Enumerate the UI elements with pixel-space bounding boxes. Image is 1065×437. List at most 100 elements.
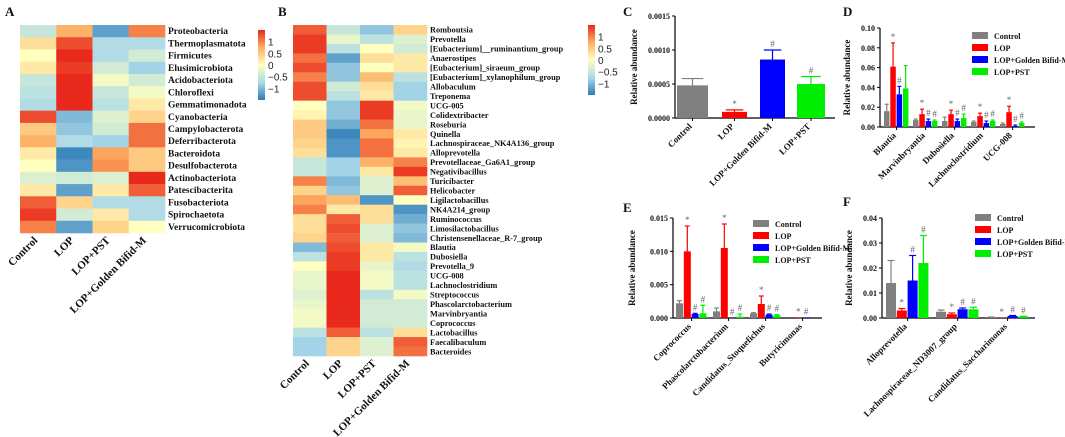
heatmap-cell xyxy=(393,147,428,158)
significance-marker: # xyxy=(910,245,915,255)
heatmap-cell xyxy=(56,49,93,63)
bar xyxy=(797,84,825,118)
heatmap-cell xyxy=(92,73,130,87)
heatmap-cell xyxy=(128,147,166,160)
heatmap-cell xyxy=(293,176,327,187)
bar xyxy=(942,121,948,127)
bar xyxy=(677,85,708,118)
legend-label: LOP+PST xyxy=(775,256,811,265)
heatmap-cell xyxy=(393,251,428,262)
heatmap-cell xyxy=(56,25,93,38)
heatmap-cell xyxy=(360,62,394,73)
heatmap-cell xyxy=(326,72,361,83)
significance-marker: # xyxy=(770,39,775,49)
heatmap-cell xyxy=(293,138,327,149)
significance-marker: * xyxy=(891,32,896,42)
heatmap-cell xyxy=(326,280,361,291)
heatmap-cell xyxy=(128,110,166,124)
heatmap-cell xyxy=(92,208,130,222)
heatmap-cell xyxy=(360,147,394,158)
panel-label-F: F xyxy=(843,194,851,209)
heatmap-cell xyxy=(326,270,361,281)
heatmap-cell xyxy=(393,308,428,319)
bar xyxy=(691,314,699,318)
heatmap-cell xyxy=(128,196,166,209)
heatmap-cell xyxy=(393,100,428,111)
heatmap-row-label: Lachnoclostridium xyxy=(430,281,497,290)
significance-marker: * xyxy=(949,99,954,109)
heatmap-row-label: Limosilactobacillus xyxy=(430,224,499,233)
heatmap-cell xyxy=(128,25,166,38)
heatmap-cell xyxy=(128,49,166,63)
heatmap-cell xyxy=(92,110,130,124)
legend-label: LOP+Golden Bifid-M xyxy=(994,56,1065,65)
legend-swatch xyxy=(975,226,991,233)
heatmap-cell xyxy=(293,337,327,347)
heatmap-cell xyxy=(92,196,130,209)
heatmap-cell xyxy=(56,171,93,185)
significance-marker: * xyxy=(900,298,905,308)
heatmap-B: RomboutsiaPrevotella[Eubacterium]__rumin… xyxy=(278,25,618,437)
heatmap-row-label: Actinobacteriota xyxy=(168,174,236,184)
heatmap-cell xyxy=(393,195,428,205)
y-tick-label: 0.01 xyxy=(863,289,877,298)
heatmap-cell xyxy=(56,184,93,197)
significance-marker: * xyxy=(920,98,925,108)
heatmap-row-label: Turicibacter xyxy=(430,177,474,186)
heatmap-cell xyxy=(360,223,394,234)
heatmap-cell xyxy=(326,299,361,310)
heatmap-cell xyxy=(393,204,428,215)
bar-chart-C: 0.0000 0.0005 0.0010 0.0015 Relative abundan… xyxy=(629,12,835,188)
heatmap-cell xyxy=(293,166,327,177)
heatmap-row-label: Spirochaetota xyxy=(168,211,225,221)
bar xyxy=(1018,316,1029,318)
heatmap-cell xyxy=(326,129,361,139)
x-tick-label: Control xyxy=(666,121,695,150)
heatmap-cell xyxy=(293,62,327,73)
heatmap-cell xyxy=(360,318,394,328)
heatmap-cell xyxy=(326,195,361,205)
bar xyxy=(760,59,785,118)
heatmap-cell xyxy=(326,110,361,120)
heatmap-cell xyxy=(393,129,428,139)
heatmap-cell xyxy=(393,270,428,281)
y-tick-label: 0.10 xyxy=(861,24,875,33)
heatmap-column-label: LOP xyxy=(321,357,346,382)
bar xyxy=(946,314,957,318)
heatmap-cell xyxy=(360,43,394,54)
heatmap-cell xyxy=(360,72,394,83)
heatmap-row-label: Helicobacter xyxy=(430,187,475,196)
x-tick-label: LOP+PST xyxy=(777,121,812,156)
heatmap-cell xyxy=(393,166,428,177)
significance-marker: # xyxy=(701,294,706,304)
heatmap-cell xyxy=(92,147,130,160)
bar xyxy=(986,317,996,318)
heatmap-cell xyxy=(393,185,428,196)
heatmap-cell xyxy=(20,37,57,50)
y-tick-label: 0.0010 xyxy=(648,46,670,55)
heatmap-cell xyxy=(360,233,394,243)
heatmap-cell xyxy=(326,261,361,272)
heatmap-cell xyxy=(393,81,428,92)
heatmap-cell xyxy=(20,184,57,197)
bar-chart-D: 0.00 0.02 0.04 0.06 0.08 0.10 Relative abundan… xyxy=(842,24,1065,189)
significance-marker: # xyxy=(738,303,743,313)
bar xyxy=(773,315,781,318)
heatmap-row-label: Prevotella_9 xyxy=(430,262,474,271)
heatmap-row-label: Acidobacteriota xyxy=(168,76,233,86)
significance-marker: # xyxy=(897,75,902,85)
heatmap-cell xyxy=(92,49,130,63)
heatmap-cell xyxy=(360,129,394,139)
heatmap-cell xyxy=(326,138,361,149)
legend-label: LOP xyxy=(994,44,1011,53)
bar-chart-F: 0.00 0.01 0.02 0.03 0.04 Relative abundance * #… xyxy=(844,214,1065,419)
bar xyxy=(936,311,946,318)
panel-label-E: E xyxy=(623,200,632,215)
heatmap-cell xyxy=(326,166,361,177)
heatmap-cell xyxy=(326,318,361,328)
significance-marker: # xyxy=(932,109,937,119)
legend-swatch xyxy=(975,214,991,221)
heatmap-cell xyxy=(56,135,93,148)
heatmap-cell xyxy=(393,261,428,272)
y-tick-label: 0.02 xyxy=(861,103,875,112)
